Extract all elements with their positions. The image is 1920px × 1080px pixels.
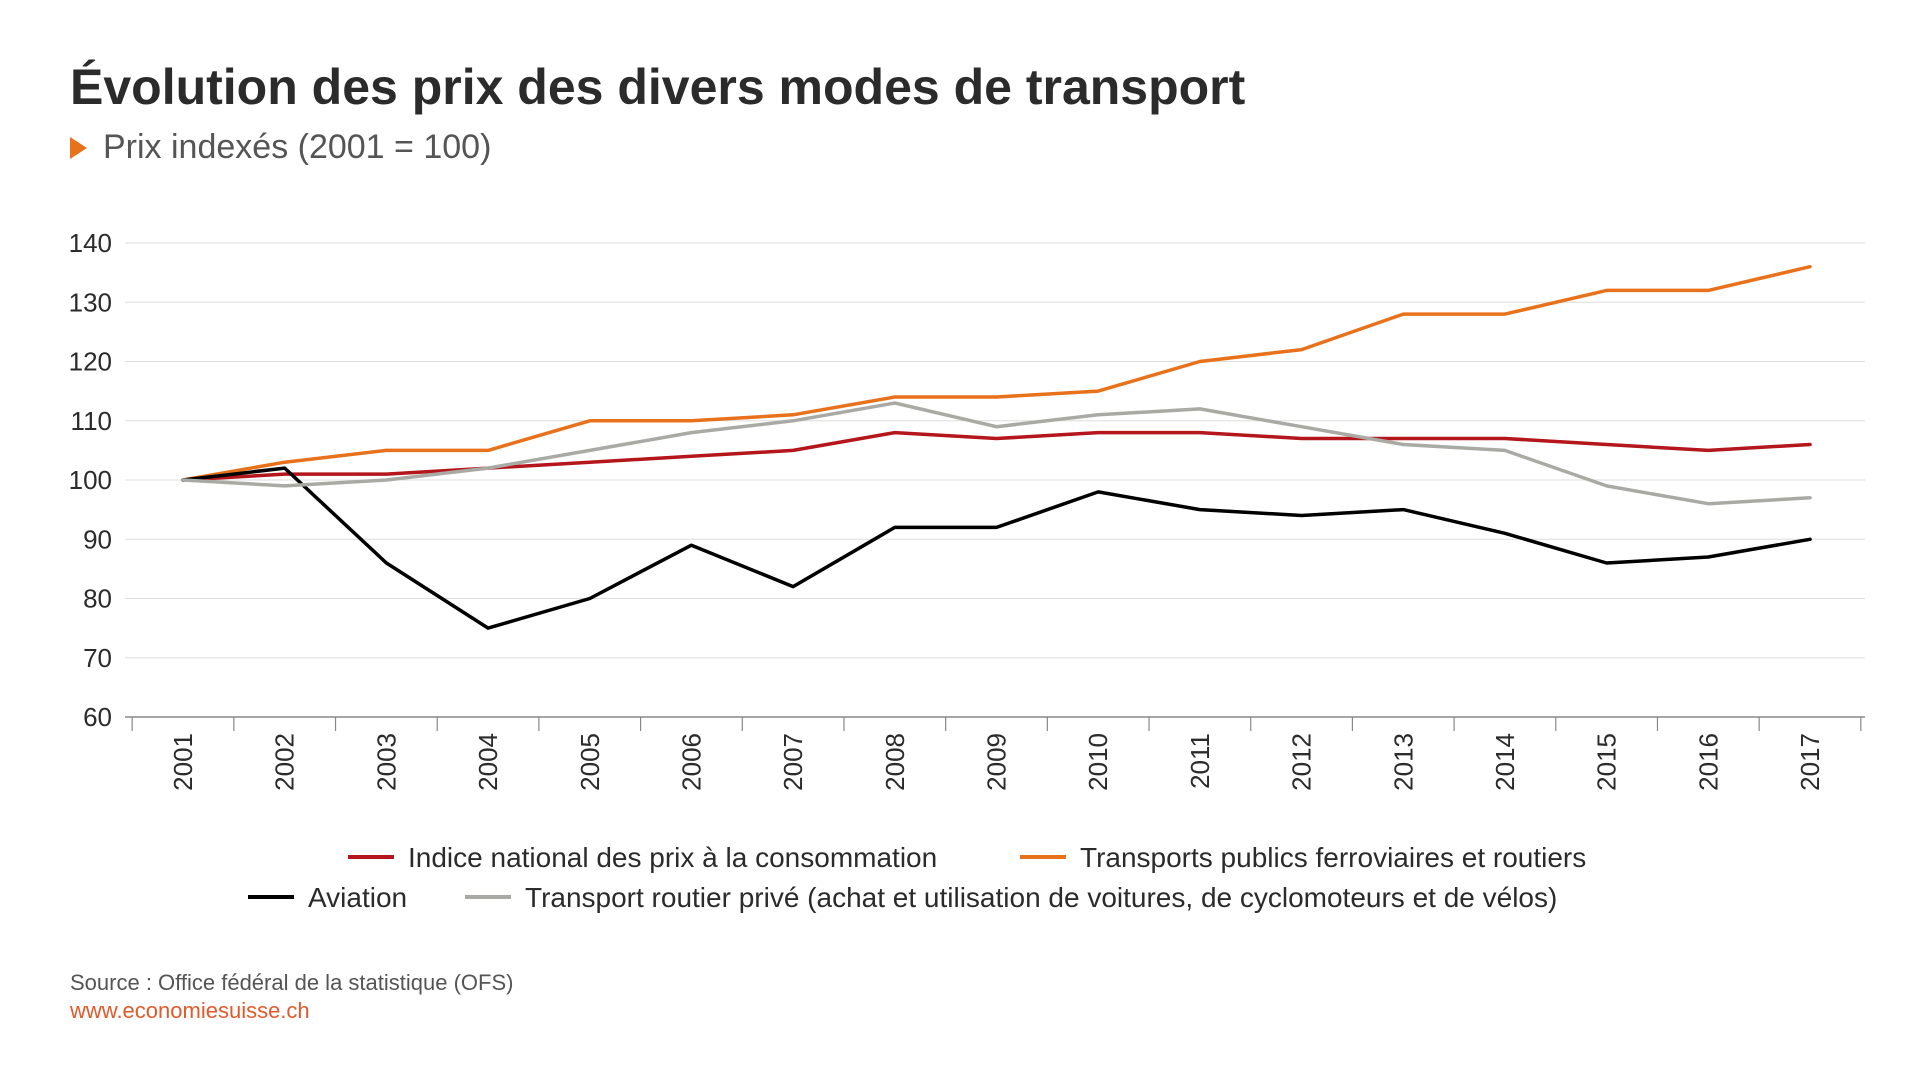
legend-label: Indice national des prix à la consommati… (408, 842, 937, 873)
y-tick-label: 100 (69, 465, 112, 495)
legend-label: Transport routier privé (achat et utilis… (525, 882, 1557, 913)
x-tick-label: 2008 (880, 733, 910, 791)
chart-title: Évolution des prix des divers modes de t… (70, 59, 1246, 115)
x-axis-ticks: 2001 2002 2003 2004 2005 2006 2007 2008 2009 2010… (131, 717, 1862, 791)
triangle-bullet-icon (70, 136, 87, 159)
x-tick-label: 2002 (270, 733, 300, 791)
legend: Indice national des prix à la consommati… (248, 842, 1586, 913)
chart-subtitle: Prix indexés (2001 = 100) (70, 128, 491, 167)
y-tick-label: 130 (69, 287, 112, 317)
website-link[interactable]: www.economiesuisse.ch (70, 998, 310, 1023)
y-tick-label: 90 (83, 524, 112, 554)
x-tick-label: 2011 (1185, 733, 1215, 789)
x-tick-label: 2016 (1693, 733, 1723, 791)
series-line-3 (181, 401, 1812, 506)
y-tick-label: 80 (83, 584, 112, 614)
y-tick-label: 60 (83, 702, 112, 732)
gridlines (125, 242, 1865, 718)
y-tick-label: 120 (69, 347, 112, 377)
x-tick-label: 2006 (676, 733, 706, 791)
x-tick-label: 2007 (778, 733, 808, 791)
y-tick-label: 140 (69, 228, 112, 258)
x-tick-label: 2005 (575, 733, 605, 791)
y-axis-ticks: 60 70 80 90 100 110 120 130 140 (69, 228, 112, 732)
y-tick-label: 110 (71, 406, 112, 436)
series-lines (181, 264, 1812, 630)
source-note: Source : Office fédéral de la statistiqu… (70, 970, 514, 995)
series-line-2 (181, 466, 1812, 630)
series-line-0 (181, 430, 1812, 482)
x-tick-label: 2003 (371, 733, 401, 791)
x-tick-label: 2017 (1795, 733, 1825, 791)
x-tick-label: 2013 (1388, 733, 1418, 791)
y-tick-label: 70 (83, 643, 112, 673)
x-tick-label: 2015 (1592, 733, 1622, 791)
x-tick-label: 2010 (1083, 733, 1113, 791)
legend-label: Transports publics ferroviaires et routi… (1080, 842, 1586, 873)
x-tick-label: 2014 (1490, 733, 1520, 791)
x-tick-label: 2012 (1287, 733, 1317, 791)
series-line-1 (181, 264, 1812, 482)
legend-label: Aviation (308, 882, 407, 913)
chart-subtitle-text: Prix indexés (2001 = 100) (103, 128, 492, 166)
x-tick-label: 2001 (168, 733, 198, 791)
x-tick-label: 2009 (982, 733, 1012, 791)
x-tick-label: 2004 (473, 733, 503, 791)
